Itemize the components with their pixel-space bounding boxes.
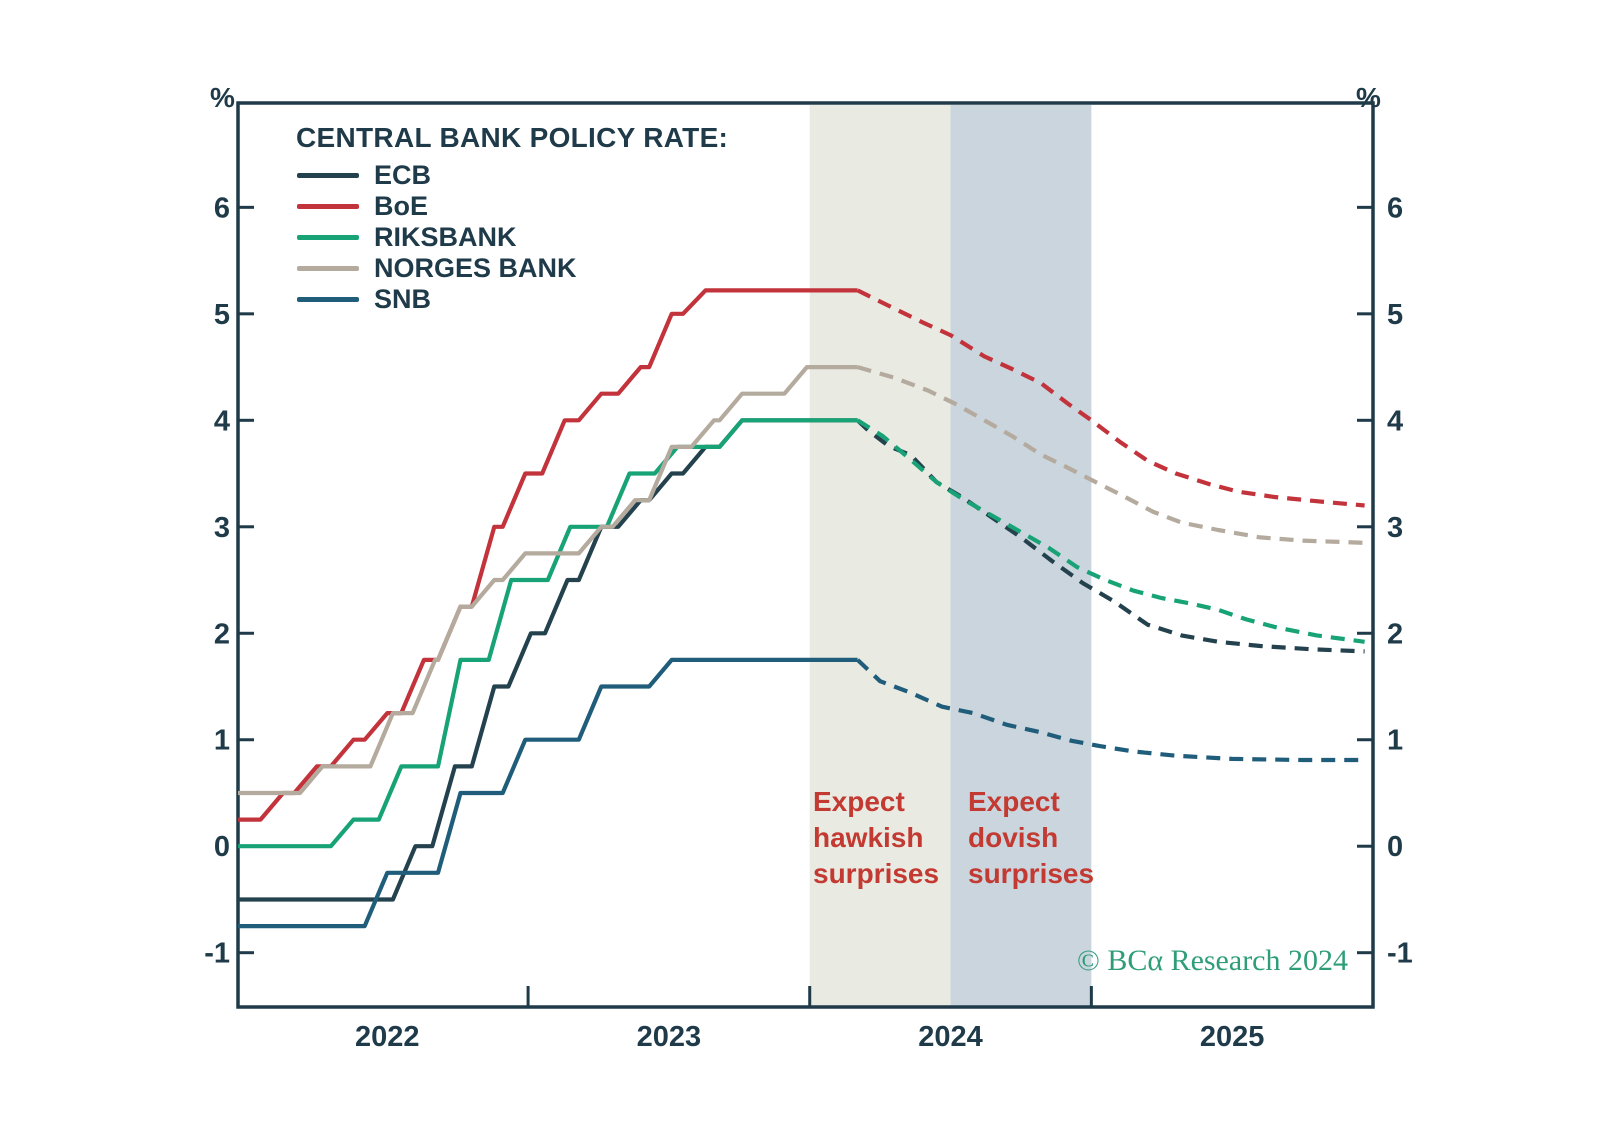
plot-border (236, 101, 1375, 1009)
legend-label: RIKSBANK (374, 222, 517, 252)
annotation-hawkish-surprises: Expect hawkish surprises (813, 786, 940, 889)
y-tick-label-left: 4 (214, 405, 230, 437)
y-tick-label-right: 3 (1387, 512, 1403, 544)
bca-research-watermark: © BCα Research 2024 (1077, 944, 1348, 977)
riksbank-line-swatch (297, 235, 359, 240)
y-axis-unit-right: % (1356, 82, 1381, 113)
legend-label: ECB (374, 160, 432, 190)
y-tick-label-right: 1 (1387, 725, 1403, 757)
ecb-line-swatch (297, 173, 359, 178)
legend-item-ecb: ECB (297, 160, 577, 191)
series-snb-forecast (856, 658, 1365, 763)
y-tick-label-right: 2 (1387, 618, 1403, 650)
legend-item-norges-bank: NORGES BANK (297, 253, 577, 284)
snb-line-swatch (297, 297, 359, 302)
y-tick-label-left: 2 (214, 618, 230, 650)
band-dovish (950, 105, 1092, 1007)
y-tick-label-right: 6 (1387, 192, 1403, 224)
y-tick-label-left: 0 (214, 831, 230, 863)
legend-label: NORGES BANK (374, 253, 577, 283)
annotation-dovish-surprises: Expect dovish surprises (968, 786, 1095, 889)
legend-item-boe: BoE (297, 191, 577, 222)
chart-title: CENTRAL BANK POLICY RATE: (296, 122, 729, 153)
series-riksbank-forecast (856, 418, 1365, 644)
y-tick-label-right: 5 (1387, 299, 1403, 331)
y-tick-label-left: 6 (214, 192, 230, 224)
x-tick-label: 2025 (1200, 1021, 1265, 1053)
y-axis-unit-left: % (210, 82, 235, 113)
y-tick-label-right: 0 (1387, 831, 1403, 863)
band-hawkish (809, 105, 951, 1007)
legend-item-riksbank: RIKSBANK (297, 222, 577, 253)
series-norges-bank-history (238, 365, 858, 796)
series-ecb-history (238, 418, 858, 902)
norges-bank-line-swatch (297, 266, 359, 271)
x-tick-label: 2023 (637, 1021, 702, 1053)
series-snb-history (238, 657, 858, 929)
y-tick-label-left: 3 (214, 512, 230, 544)
series-norges-bank-forecast (857, 365, 1365, 545)
x-tick-label: 2024 (918, 1021, 983, 1053)
y-tick-label-right: 4 (1387, 405, 1403, 437)
y-tick-label-left: -1 (204, 938, 230, 970)
x-tick-label: 2022 (355, 1021, 420, 1053)
legend: ECB BoE RIKSBANK NORGES BANK SNB (297, 160, 577, 315)
y-tick-label-right: -1 (1387, 938, 1413, 970)
y-tick-label-left: 5 (214, 299, 230, 331)
legend-item-snb: SNB (297, 284, 577, 315)
series-boe-forecast (856, 288, 1365, 508)
series-riksbank-history (238, 418, 858, 849)
legend-label: SNB (374, 284, 432, 314)
boe-line-swatch (297, 204, 359, 209)
legend-label: BoE (374, 191, 428, 221)
y-tick-label-left: 1 (214, 725, 230, 757)
